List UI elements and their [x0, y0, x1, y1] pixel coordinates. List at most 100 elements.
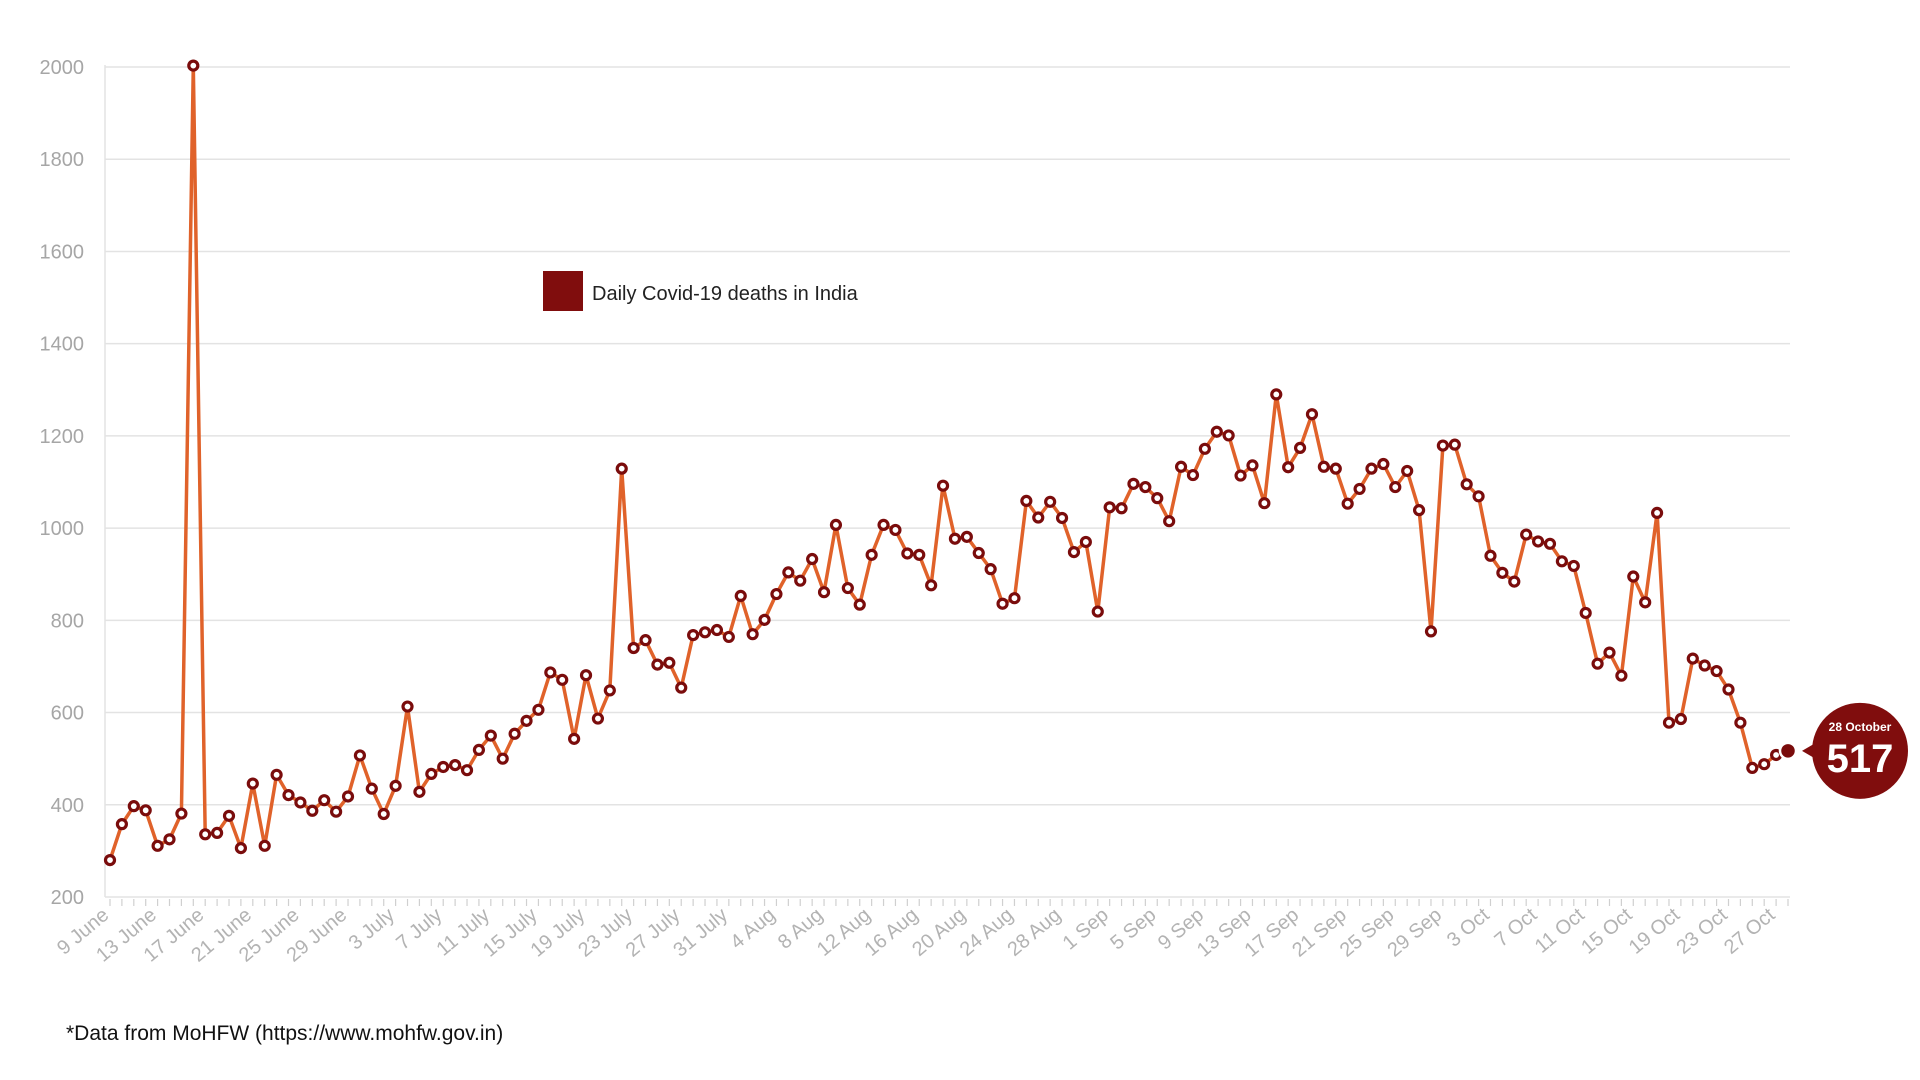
y-tick-label: 200 — [51, 887, 84, 909]
data-point — [163, 833, 176, 846]
data-point — [698, 626, 712, 639]
data-point — [1329, 462, 1342, 475]
data-point — [365, 782, 378, 795]
y-axis-tick-labels: 200 400 600 800 1000 1200 1400 1600 1800 2000 — [40, 57, 85, 909]
data-point — [1448, 438, 1461, 451]
data-point — [1615, 669, 1628, 682]
x-tick-label: 23 Oct — [1672, 904, 1732, 959]
x-tick-label: 16 Aug — [861, 904, 923, 961]
data-point — [258, 839, 271, 852]
data-point — [865, 548, 878, 561]
data-point — [591, 712, 605, 725]
callout-date: 28 October — [1829, 720, 1892, 734]
data-point — [496, 752, 509, 765]
data-point — [1627, 570, 1640, 583]
data-point — [1222, 429, 1235, 442]
data-point — [1008, 592, 1021, 605]
x-tick-label: 4 Aug — [726, 904, 779, 954]
data-point — [234, 842, 248, 855]
data-point — [389, 779, 402, 792]
data-point — [1234, 469, 1247, 482]
data-point — [508, 727, 521, 740]
x-tick-label: 29 Sep — [1383, 904, 1446, 962]
data-point — [330, 805, 343, 818]
data-point — [841, 581, 854, 595]
x-tick-label: 27 Oct — [1720, 904, 1780, 959]
data-point — [817, 586, 831, 599]
data-point — [139, 804, 152, 817]
data-point — [449, 759, 462, 772]
data-point — [103, 854, 117, 867]
data-point — [1436, 439, 1449, 452]
data-point — [1496, 566, 1509, 579]
data-point — [984, 563, 997, 576]
x-tick-label: 24 Aug — [956, 904, 1018, 961]
data-point — [1210, 425, 1223, 438]
data-point — [1067, 545, 1081, 559]
data-point — [758, 613, 771, 626]
data-point — [1508, 575, 1521, 588]
data-point — [1472, 490, 1485, 503]
data-point — [853, 598, 866, 611]
data-point — [1246, 459, 1259, 472]
data-point — [1186, 468, 1200, 482]
data-point — [1127, 477, 1140, 490]
callout-value: 517 — [1827, 737, 1894, 781]
data-point — [127, 800, 140, 813]
data-point — [1424, 625, 1438, 638]
y-tick-label: 1000 — [40, 518, 85, 540]
data-point — [829, 518, 843, 531]
x-tick-label: 3 July — [345, 904, 399, 954]
data-point — [1198, 442, 1211, 455]
data-point — [413, 785, 426, 798]
latest-data-point — [1778, 741, 1798, 761]
data-point — [1401, 464, 1414, 478]
data-point — [1258, 497, 1271, 510]
data-point — [639, 634, 652, 647]
y-tick-label: 1400 — [40, 334, 85, 356]
data-point — [353, 749, 367, 762]
data-point — [187, 59, 200, 72]
data-point — [1091, 605, 1104, 618]
legend-label: Daily Covid-19 deaths in India — [592, 283, 859, 305]
data-point — [1460, 478, 1473, 491]
data-point — [1746, 761, 1759, 774]
data-point — [282, 788, 295, 802]
x-tick-label: 12 Aug — [813, 904, 875, 961]
data-point — [651, 658, 664, 671]
legend: Daily Covid-19 deaths in India — [543, 271, 859, 311]
data-point — [1020, 494, 1033, 508]
data-point — [294, 796, 307, 809]
data-point — [1163, 515, 1176, 528]
y-tick-label: 1800 — [40, 149, 85, 171]
data-point — [520, 714, 533, 727]
y-tick-label: 1600 — [40, 241, 85, 263]
data-point — [1603, 646, 1616, 659]
data-point — [663, 656, 676, 669]
data-point — [1293, 441, 1307, 454]
x-tick-label: 31 July — [669, 904, 732, 962]
x-tick-label: 28 Aug — [1003, 904, 1065, 961]
x-tick-label: 5 Sep — [1106, 904, 1160, 954]
data-point — [1674, 712, 1687, 726]
data-point — [556, 673, 569, 686]
data-point — [1650, 506, 1664, 519]
data-point — [806, 552, 819, 566]
data-point — [1044, 495, 1057, 508]
x-tick-label: 1 Sep — [1059, 904, 1113, 954]
data-point — [472, 743, 486, 757]
data-point — [199, 828, 212, 841]
data-point — [1758, 758, 1771, 771]
data-point — [1412, 504, 1426, 517]
data-point — [222, 809, 236, 822]
x-tick-label: 19 Oct — [1625, 904, 1685, 959]
data-point — [1698, 659, 1711, 672]
data-point — [877, 518, 890, 531]
y-tick-label: 2000 — [40, 57, 85, 79]
data-point — [1555, 555, 1568, 568]
data-point — [710, 623, 724, 637]
data-point — [318, 794, 331, 807]
data-point — [925, 579, 938, 592]
data-point — [972, 546, 985, 560]
data-point — [960, 530, 973, 543]
